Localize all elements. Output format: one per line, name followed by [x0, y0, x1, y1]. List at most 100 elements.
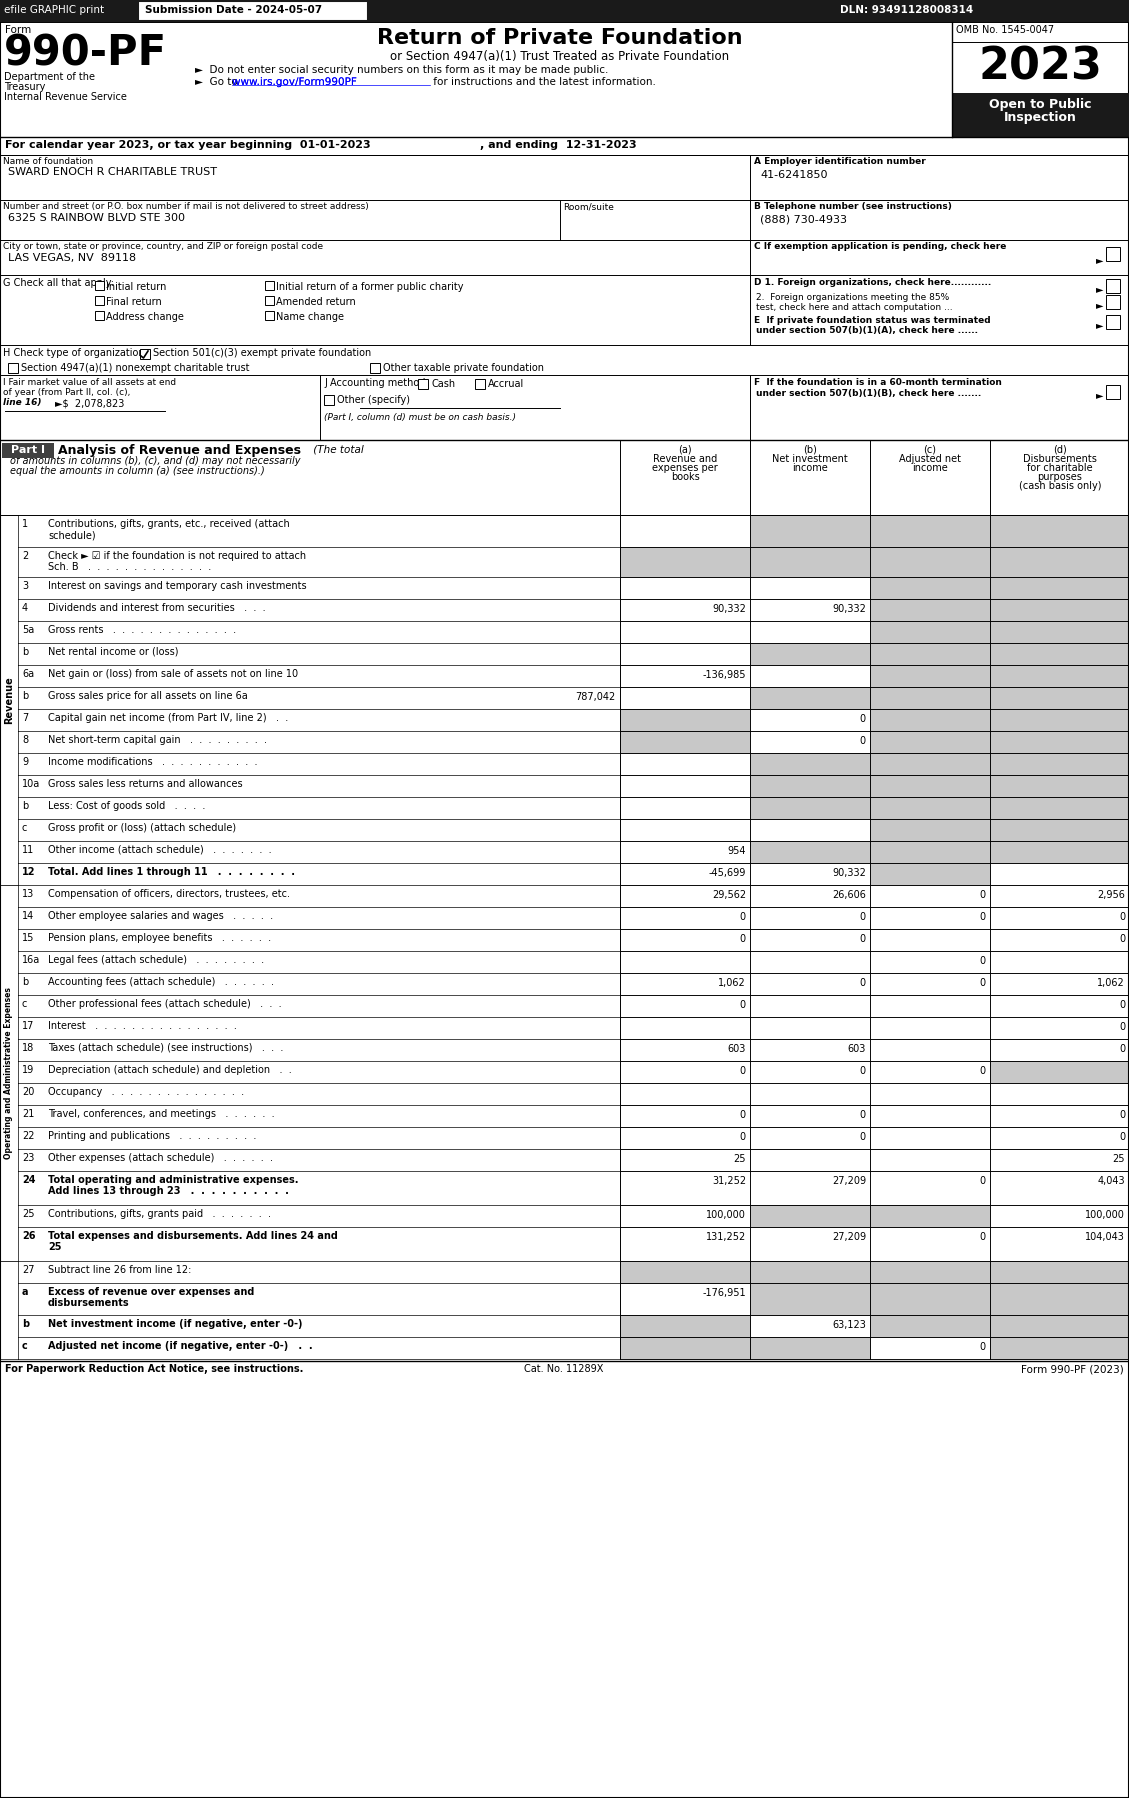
Text: 0: 0 [980, 1232, 986, 1242]
Text: for charitable: for charitable [1027, 464, 1093, 473]
Bar [990, 1127, 1129, 1149]
Text: Operating and Administrative Expenses: Operating and Administrative Expenses [5, 987, 14, 1160]
Bar [990, 665, 1129, 687]
Bar [870, 994, 990, 1018]
Text: Excess of revenue over expenses and: Excess of revenue over expenses and [49, 1287, 254, 1296]
Bar [990, 1082, 1129, 1106]
Bar [750, 732, 870, 753]
Bar [620, 841, 750, 863]
Text: 14: 14 [21, 912, 34, 921]
Bar [870, 1338, 990, 1359]
Bar [990, 1061, 1129, 1082]
Bar [620, 1205, 750, 1226]
Text: Other employee salaries and wages   .  .  .  .  .: Other employee salaries and wages . . . … [49, 912, 273, 921]
Text: b: b [21, 976, 28, 987]
Bar [18, 973, 620, 994]
Bar [990, 1149, 1129, 1170]
Text: 990-PF: 990-PF [5, 32, 167, 76]
Text: 17: 17 [21, 1021, 34, 1030]
Bar [265, 311, 274, 320]
Bar [750, 1314, 870, 1338]
Bar [620, 906, 750, 930]
Text: Income modifications   .  .  .  .  .  .  .  .  .  .  .: Income modifications . . . . . . . . . .… [49, 757, 257, 768]
Bar [870, 863, 990, 885]
Text: line 16): line 16) [3, 397, 42, 406]
Text: Net gain or (loss) from sale of assets not on line 10: Net gain or (loss) from sale of assets n… [49, 669, 298, 680]
Bar [620, 1149, 750, 1170]
Text: 131,252: 131,252 [706, 1232, 746, 1242]
Text: Initial return: Initial return [106, 282, 166, 291]
Text: 31,252: 31,252 [712, 1176, 746, 1187]
Text: Legal fees (attach schedule)   .  .  .  .  .  .  .  .: Legal fees (attach schedule) . . . . . .… [49, 955, 264, 966]
Bar [750, 1039, 870, 1061]
Bar [750, 797, 870, 820]
Text: Compensation of officers, directors, trustees, etc.: Compensation of officers, directors, tru… [49, 888, 290, 899]
Text: 23: 23 [21, 1153, 34, 1163]
Text: 0: 0 [860, 1066, 866, 1075]
Text: H Check type of organization:: H Check type of organization: [3, 349, 148, 358]
Text: (The total: (The total [310, 444, 364, 455]
Text: Cat. No. 11289X: Cat. No. 11289X [524, 1365, 604, 1374]
Bar [18, 1260, 620, 1284]
Text: of amounts in columns (b), (c), and (d) may not necessarily: of amounts in columns (b), (c), and (d) … [10, 457, 300, 466]
Text: ►: ► [1096, 300, 1103, 309]
Text: Gross sales less returns and allowances: Gross sales less returns and allowances [49, 779, 243, 789]
Text: 5a: 5a [21, 626, 34, 635]
Bar [620, 951, 750, 973]
Bar [990, 885, 1129, 906]
Bar [18, 599, 620, 620]
Text: 0: 0 [860, 933, 866, 944]
Text: equal the amounts in column (a) (see instructions).): equal the amounts in column (a) (see ins… [10, 466, 264, 476]
Text: 6325 S RAINBOW BLVD STE 300: 6325 S RAINBOW BLVD STE 300 [8, 212, 185, 223]
Text: Name of foundation: Name of foundation [3, 156, 93, 165]
Text: 25: 25 [49, 1242, 61, 1251]
Text: -176,951: -176,951 [702, 1287, 746, 1298]
Bar [18, 930, 620, 951]
Bar [620, 1170, 750, 1205]
Bar [620, 644, 750, 665]
Text: www.irs.gov/Form990PF: www.irs.gov/Form990PF [231, 77, 357, 86]
Text: Total operating and administrative expenses.: Total operating and administrative expen… [49, 1176, 298, 1185]
Text: test, check here and attach computation ...: test, check here and attach computation … [756, 304, 953, 313]
Bar [18, 1149, 620, 1170]
Bar [620, 1061, 750, 1082]
Text: Gross profit or (loss) (attach schedule): Gross profit or (loss) (attach schedule) [49, 823, 236, 832]
Bar [620, 1284, 750, 1314]
Bar [18, 708, 620, 732]
Bar [870, 1226, 990, 1260]
Text: 27,209: 27,209 [832, 1176, 866, 1187]
Bar [750, 775, 870, 797]
Bar [750, 1061, 870, 1082]
Text: 2.  Foreign organizations meeting the 85%: 2. Foreign organizations meeting the 85% [756, 293, 949, 302]
Text: 1,062: 1,062 [718, 978, 746, 987]
Bar [750, 885, 870, 906]
Bar [620, 775, 750, 797]
Text: 954: 954 [727, 847, 746, 856]
Bar [18, 687, 620, 708]
Bar [750, 1260, 870, 1284]
Bar [990, 1205, 1129, 1226]
Bar [18, 1284, 620, 1314]
Text: For Paperwork Reduction Act Notice, see instructions.: For Paperwork Reduction Act Notice, see … [5, 1365, 304, 1374]
Bar [750, 1338, 870, 1359]
Bar [0, 1260, 18, 1359]
Text: 6a: 6a [21, 669, 34, 680]
Text: 16a: 16a [21, 955, 41, 966]
Text: Section 4947(a)(1) nonexempt charitable trust: Section 4947(a)(1) nonexempt charitable … [21, 363, 250, 372]
Bar [750, 687, 870, 708]
Bar [750, 514, 870, 547]
Bar [18, 732, 620, 753]
Bar [620, 863, 750, 885]
Text: 0: 0 [739, 1000, 746, 1010]
Bar [18, 885, 620, 906]
Text: Initial return of a former public charity: Initial return of a former public charit… [275, 282, 464, 291]
Text: 25: 25 [21, 1208, 35, 1219]
Text: Amended return: Amended return [275, 297, 356, 307]
Text: 0: 0 [1119, 1000, 1124, 1010]
Bar [620, 620, 750, 644]
Bar [18, 577, 620, 599]
Bar [0, 514, 18, 885]
Bar [990, 820, 1129, 841]
Bar [750, 1170, 870, 1205]
Bar [870, 885, 990, 906]
